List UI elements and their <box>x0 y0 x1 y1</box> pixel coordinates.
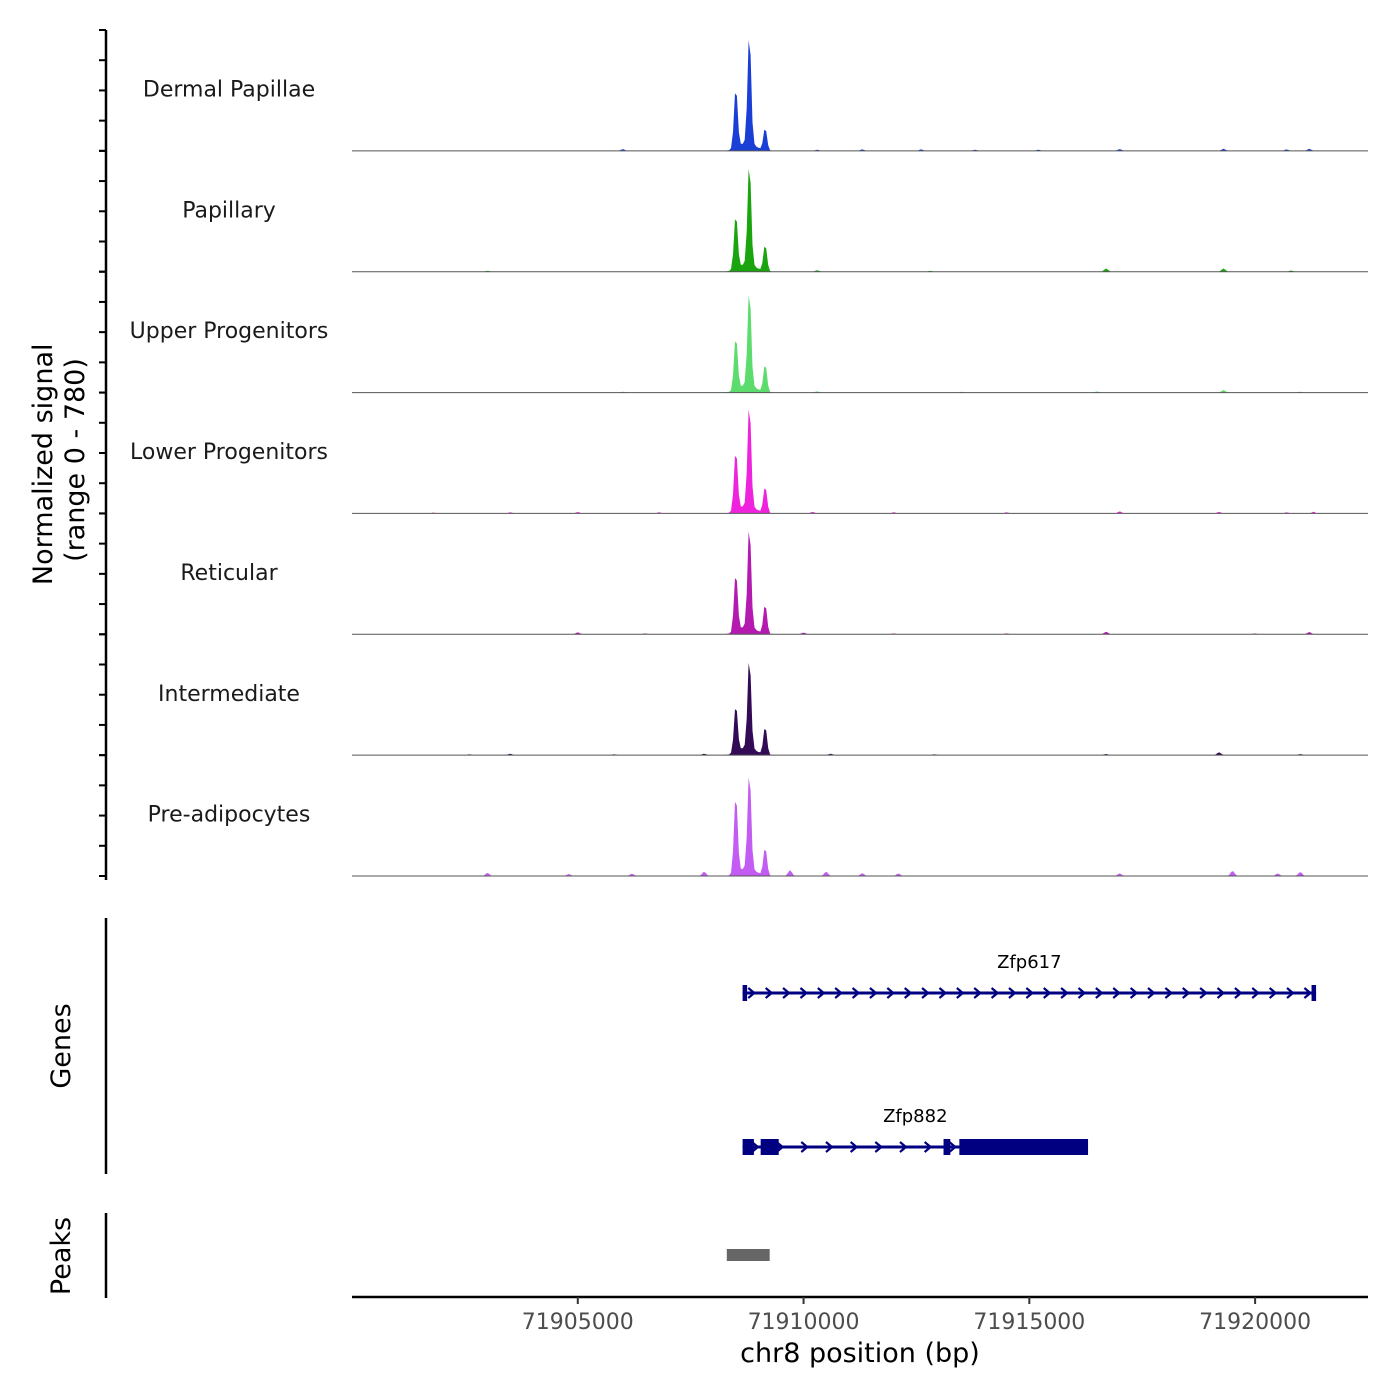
peaks-track-label: Peaks <box>46 1217 77 1295</box>
x-axis-title: chr8 position (bp) <box>740 1338 980 1369</box>
track-3: Upper Progenitors <box>99 270 1368 394</box>
strand-arrow <box>1025 987 1035 999</box>
strand-arrow <box>948 1141 958 1153</box>
strand-arrow <box>899 1141 908 1153</box>
signal-area <box>352 777 1316 876</box>
gene-label: Zfp617 <box>997 952 1061 973</box>
track-label: Upper Progenitors <box>130 319 329 344</box>
gene-exon <box>742 1139 754 1155</box>
strand-arrow <box>1060 987 1069 999</box>
peak-track <box>104 1213 770 1298</box>
signal-area <box>352 662 1316 756</box>
strand-arrow <box>1008 987 1017 999</box>
gene-zfp617: Zfp617 <box>742 952 1317 1001</box>
strand-arrow <box>747 987 757 999</box>
strand-arrow <box>1164 987 1174 999</box>
strand-arrow <box>825 1141 834 1153</box>
gene-exon <box>760 1139 779 1155</box>
strand-arrow <box>921 987 930 999</box>
strand-arrow <box>799 987 809 999</box>
strand-arrow <box>886 987 896 999</box>
strand-arrow <box>1216 987 1226 999</box>
strand-arrow <box>903 987 913 999</box>
strand-arrow <box>1047 1141 1056 1153</box>
track-label: Dermal Papillae <box>143 77 315 102</box>
strand-arrow <box>782 987 791 999</box>
track-label: Papillary <box>182 198 276 223</box>
strand-arrow <box>1071 1141 1081 1153</box>
strand-arrow <box>775 1141 785 1153</box>
gene-exon <box>742 985 748 1001</box>
strand-arrow <box>938 987 948 999</box>
track-4: Lower Progenitors <box>99 391 1368 515</box>
track-label: Pre-adipocytes <box>148 803 311 828</box>
strand-arrow <box>800 1141 809 1153</box>
track-7: Pre-adipocytes <box>99 754 1368 877</box>
signal-area <box>352 168 1316 272</box>
gene-track: Zfp617 Zfp882 <box>104 918 1317 1174</box>
strand-arrow <box>1251 987 1260 999</box>
strand-arrow <box>1095 987 1104 999</box>
strand-arrow <box>1199 987 1208 999</box>
strand-arrow <box>1022 1141 1032 1153</box>
track-label: Reticular <box>180 561 278 586</box>
track-5: Reticular <box>99 512 1368 636</box>
strand-arrow <box>1182 987 1191 999</box>
coverage-tracks: Dermal Papillae Papillary Upper Progenitor… <box>99 29 1368 880</box>
peak-region <box>726 1249 770 1261</box>
strand-arrow <box>1234 987 1243 999</box>
strand-arrow <box>1077 987 1087 999</box>
genes-track-label: Genes <box>46 1003 77 1088</box>
y-axis-title-line-2: (range 0 - 780) <box>60 358 91 562</box>
strand-arrow <box>1112 987 1121 999</box>
track-label: Lower Progenitors <box>130 440 328 465</box>
gene-exon <box>1311 985 1317 1001</box>
y-axis-title-line-1: Normalized signal <box>28 344 59 586</box>
x-axis: 71905000 71910000 71915000 71920000 <box>352 1295 1368 1335</box>
strand-arrow <box>1129 987 1139 999</box>
signal-area <box>352 409 1316 514</box>
strand-arrow <box>973 987 982 999</box>
x-tick-label: 71920000 <box>1199 1310 1311 1335</box>
strand-arrow <box>874 1141 884 1153</box>
gene-exon <box>959 1139 1089 1155</box>
strand-arrow <box>869 987 878 999</box>
strand-arrow <box>990 987 1000 999</box>
strand-arrow <box>817 987 826 999</box>
signal-area <box>352 40 1316 151</box>
signal-area <box>352 295 1316 393</box>
strand-arrow <box>973 1141 982 1153</box>
track-6: Intermediate <box>99 633 1368 757</box>
x-tick-label: 71905000 <box>522 1310 634 1335</box>
y-axis-title: Normalized signal (range 0 - 780) <box>28 335 91 585</box>
strand-arrow <box>1303 987 1313 999</box>
strand-arrow <box>1147 987 1156 999</box>
track-label: Intermediate <box>158 682 300 707</box>
strand-arrow <box>764 987 774 999</box>
strand-arrow <box>923 1141 933 1153</box>
gene-zfp882: Zfp882 <box>742 1106 1089 1155</box>
x-tick-label: 71910000 <box>748 1310 860 1335</box>
strand-arrow <box>751 1141 760 1153</box>
x-tick-label: 71915000 <box>973 1310 1085 1335</box>
track-2: Papillary <box>99 149 1368 273</box>
strand-arrow <box>1268 987 1278 999</box>
track-1: Dermal Papillae <box>99 29 1368 152</box>
strand-arrow <box>834 987 843 999</box>
signal-area <box>352 531 1316 635</box>
gene-label: Zfp882 <box>883 1106 947 1127</box>
strand-arrow <box>1286 987 1295 999</box>
strand-arrow <box>1043 987 1052 999</box>
strand-arrow <box>956 987 965 999</box>
strand-arrow <box>851 987 861 999</box>
strand-arrow <box>849 1141 859 1153</box>
gene-exon <box>943 1139 951 1155</box>
strand-arrow <box>997 1141 1007 1153</box>
